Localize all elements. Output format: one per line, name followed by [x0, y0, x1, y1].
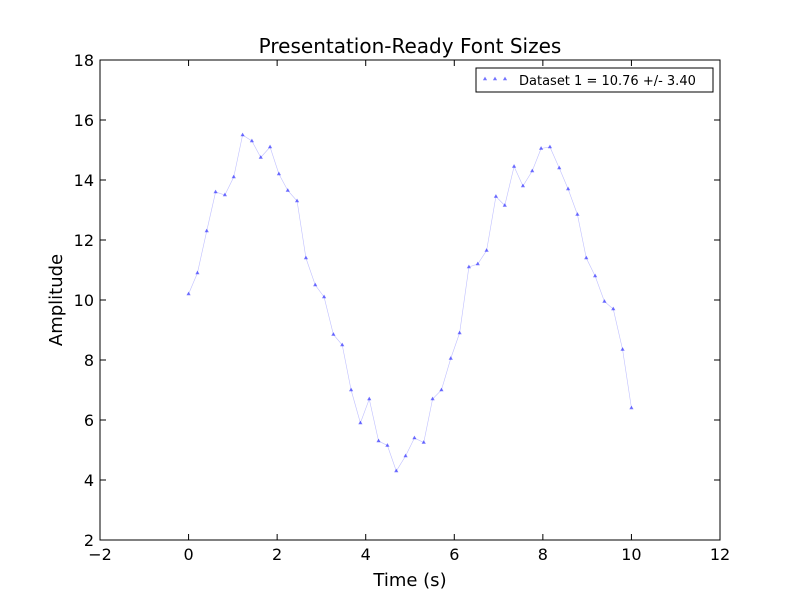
y-tick-label: 18 — [74, 51, 94, 70]
legend-markers — [482, 76, 508, 81]
x-tick-label: 10 — [621, 545, 641, 564]
data-point — [475, 261, 480, 266]
legend-box — [475, 67, 714, 93]
y-tick-label: 8 — [84, 351, 94, 370]
legend-marker — [502, 76, 508, 81]
data-point — [340, 342, 345, 347]
legend-label: Dataset 1 = 10.76 +/- 3.40 — [519, 74, 696, 89]
x-tick-label: 12 — [710, 545, 730, 564]
data-point — [566, 186, 571, 191]
data-point — [511, 164, 517, 168]
x-tick-label: −2 — [88, 545, 112, 564]
data-point — [231, 174, 236, 179]
data-point — [376, 438, 381, 443]
data-point — [457, 330, 462, 335]
chart-title: Presentation-Ready Font Sizes — [259, 34, 562, 58]
data-point — [602, 299, 607, 303]
x-tick-label: 8 — [538, 545, 548, 564]
data-point — [557, 165, 562, 170]
y-tick-label: 2 — [84, 531, 94, 550]
data-point — [321, 294, 327, 299]
y-tick-label: 10 — [74, 291, 94, 310]
data-point — [439, 387, 444, 392]
data-point — [430, 396, 435, 401]
data-point — [294, 198, 300, 203]
data-point — [493, 194, 499, 198]
data-point — [385, 443, 390, 447]
data-point — [412, 435, 417, 440]
y-axis-label: Amplitude — [46, 254, 67, 346]
y-tick-label: 16 — [74, 111, 94, 130]
data-point — [520, 183, 526, 188]
x-tick-label: 0 — [183, 545, 193, 564]
series-line — [188, 134, 632, 472]
data-point — [276, 171, 282, 176]
data-point — [249, 138, 254, 143]
data-point — [538, 146, 544, 150]
data-point — [394, 468, 399, 473]
y-tick-label: 12 — [74, 231, 94, 250]
data-point — [222, 192, 227, 197]
data-point — [367, 396, 372, 401]
data-point — [403, 453, 408, 458]
data-point — [331, 332, 336, 336]
legend-marker — [492, 76, 498, 81]
plot-area: −2 0 2 4 6 8 10 12 2 4 6 8 10 12 14 16 18 — [74, 51, 731, 564]
legend-marker — [482, 76, 488, 81]
axes-frame — [99, 59, 721, 541]
data-point — [313, 282, 318, 287]
y-tick-label: 4 — [84, 471, 94, 490]
y-tick-label: 6 — [84, 411, 94, 430]
data-point — [240, 132, 245, 137]
x-tick-label: 2 — [272, 545, 282, 564]
data-point — [547, 144, 553, 149]
data-point — [484, 248, 489, 252]
y-tick-label: 14 — [74, 171, 94, 190]
ticks-layer: −2 0 2 4 6 8 10 12 2 4 6 8 10 12 14 16 18 — [74, 51, 731, 564]
data-point — [213, 189, 218, 194]
data-point — [575, 212, 580, 216]
data-point — [285, 188, 290, 192]
data-point — [204, 228, 209, 233]
data-point — [593, 273, 598, 278]
data-point — [195, 270, 200, 275]
data-point — [584, 255, 589, 260]
data-point — [358, 420, 363, 425]
data-point — [620, 347, 625, 351]
x-tick-label: 6 — [449, 545, 459, 564]
data-point — [448, 356, 453, 360]
data-point — [303, 255, 309, 260]
data-point — [502, 203, 507, 207]
x-axis-label: Time (s) — [372, 570, 446, 591]
data-point — [629, 405, 634, 410]
data-point — [349, 387, 354, 392]
data-point — [421, 440, 426, 444]
data-point — [530, 168, 535, 173]
series-layer — [186, 132, 634, 473]
x-tick-label: 4 — [361, 545, 371, 564]
data-point — [611, 306, 616, 311]
data-point — [267, 144, 273, 149]
data-point — [186, 291, 191, 296]
data-point — [258, 155, 263, 159]
data-point — [466, 264, 471, 269]
legend: Dataset 1 = 10.76 +/- 3.40 — [475, 67, 714, 93]
